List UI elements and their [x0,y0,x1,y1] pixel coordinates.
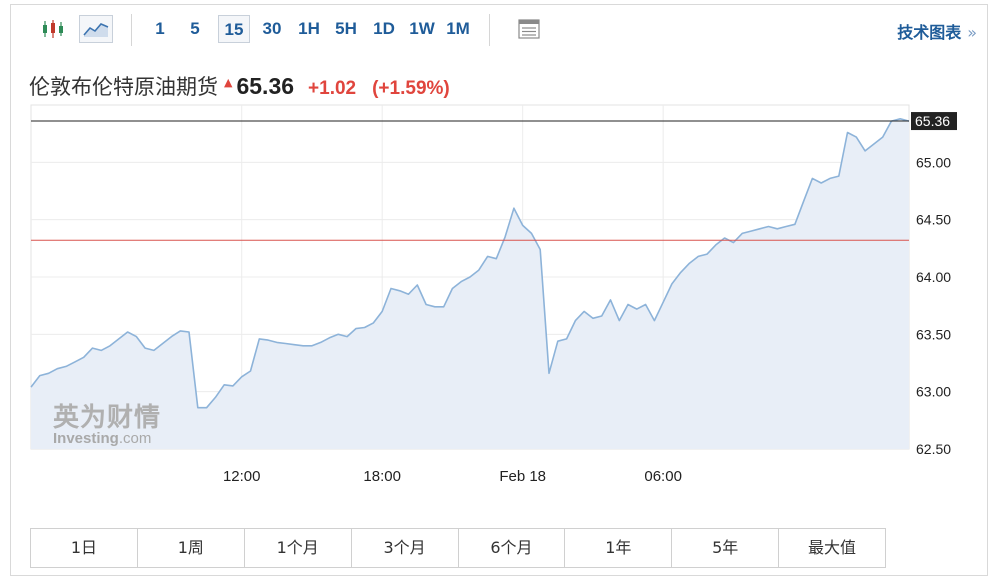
area-chart-icon[interactable] [79,15,113,43]
time-range-selector: 1日 1周 1个月 3个月 6个月 1年 5年 最大值 [30,528,886,568]
y-tick-label: 65.00 [916,154,951,170]
range-max[interactable]: 最大值 [779,529,885,567]
y-tick-label: 63.50 [916,326,951,342]
y-tick-label: 62.50 [916,441,951,457]
toolbar-divider [131,14,132,46]
range-3-months[interactable]: 3个月 [351,529,459,567]
last-price-tag-label: 65.36 [915,113,950,129]
y-tick-label: 63.00 [916,384,951,400]
interval-1m[interactable]: 1M [446,19,470,38]
interval-1[interactable]: 1 [155,19,165,38]
range-1-month[interactable]: 1个月 [244,529,352,567]
price-chart[interactable]: 63.00 63.50 64.00 64.50 65.00 62.50 65.36 12:00… [11,5,989,505]
chart-widget: 1 5 15 30 1H 5H 1D 1W 1M 技术图表 » 伦敦布伦特原油期货… [10,4,988,576]
interval-1h[interactable]: 1H [298,19,320,38]
double-chevron-right-icon: » [967,23,977,42]
x-tick-label: 12:00 [223,468,261,485]
range-5-years[interactable]: 5年 [672,529,780,567]
price-change-percent: (+1.59%) [372,78,450,99]
x-tick-label: 18:00 [363,468,401,485]
toolbar-divider [489,14,490,46]
last-price: 65.36 [236,73,295,99]
technical-chart-link[interactable]: 技术图表 » [897,19,977,43]
range-1-week[interactable]: 1周 [137,529,245,567]
last-price-tag [911,112,957,131]
price-series-line [30,118,910,409]
chart-toolbar: 1 5 15 30 1H 5H 1D 1W 1M 技术图表 » [11,5,987,51]
x-tick-label: Feb 18 [499,468,546,485]
up-arrow-icon: ▲ [224,76,233,89]
interval-5[interactable]: 5 [190,19,200,38]
price-change: +1.02 [308,78,357,99]
interval-1d[interactable]: 1D [373,19,395,38]
range-1-day[interactable]: 1日 [31,529,138,567]
data-table-icon[interactable] [514,15,544,43]
interval-1w[interactable]: 1W [409,19,435,38]
x-tick-label: 06:00 [644,468,682,485]
interval-30[interactable]: 30 [262,19,282,38]
interval-15[interactable]: 15 [218,15,250,43]
y-tick-label: 64.50 [916,212,951,228]
interval-5h[interactable]: 5H [335,19,357,38]
instrument-header: 伦敦布伦特原油期货 ▲ 65.36 +1.02 (+1.59%) [29,71,450,103]
y-tick-label: 64.00 [916,269,951,285]
price-area-fill [31,118,909,450]
technical-chart-link-label: 技术图表 [897,23,962,42]
range-6-months[interactable]: 6个月 [458,529,566,567]
candlestick-icon[interactable] [38,15,68,43]
instrument-name: 伦敦布伦特原油期货 [29,75,218,99]
range-1-year[interactable]: 1年 [565,529,673,567]
